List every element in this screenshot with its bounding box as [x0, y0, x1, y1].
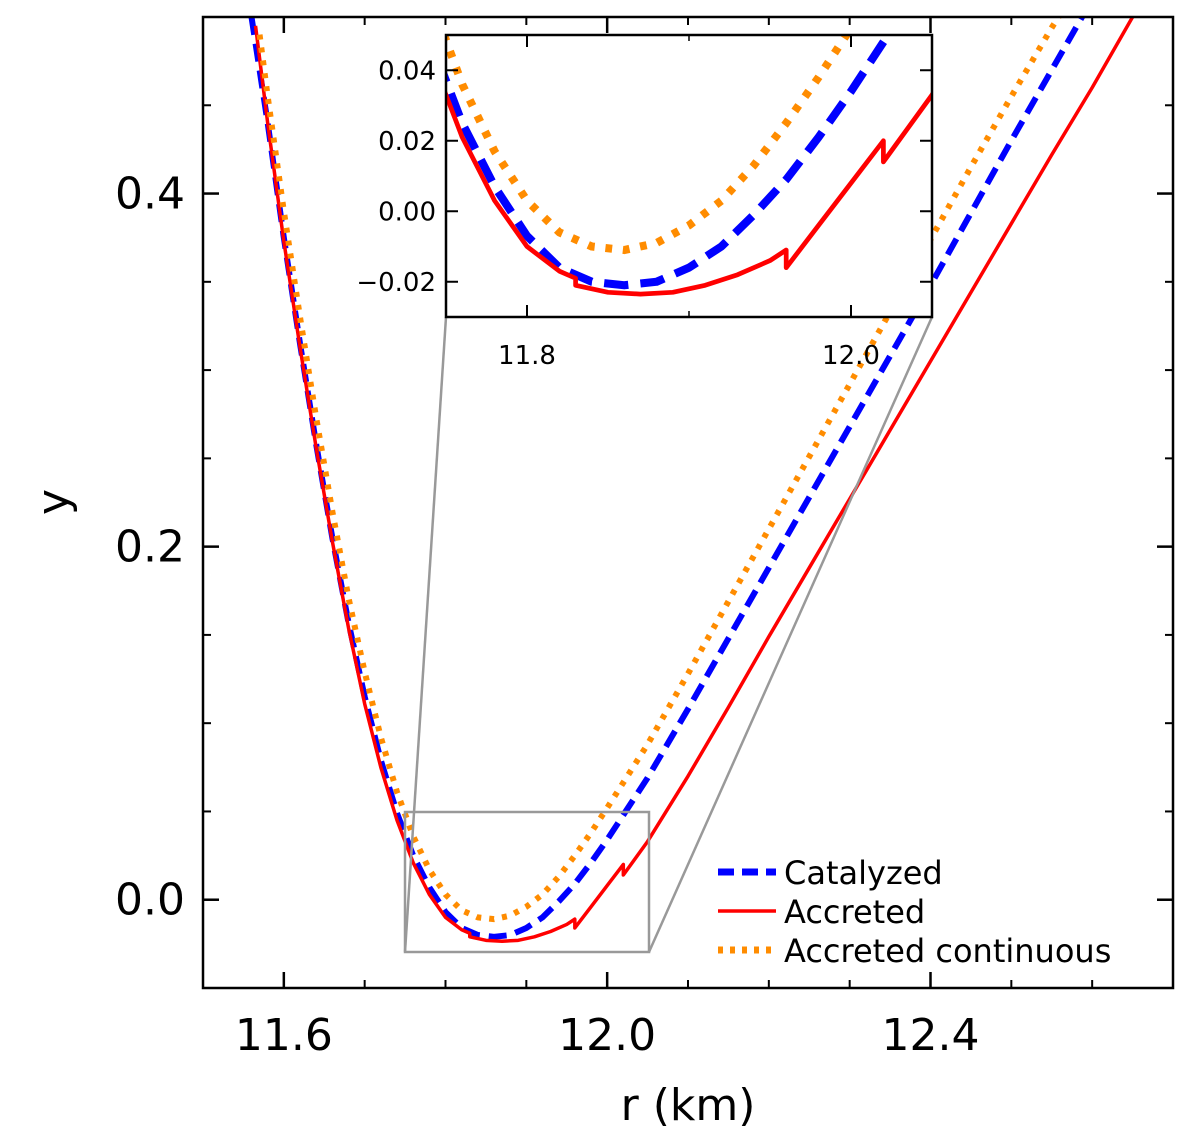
main-series-group	[248, 17, 1135, 943]
inset-y-tick-label: −0.02	[356, 268, 436, 298]
legend-label-accreted-continuous: Accreted continuous	[784, 932, 1111, 970]
y-tick-label: 0.0	[115, 875, 185, 926]
zoom-connector-right	[647, 316, 934, 953]
inset-x-tick-label: 11.8	[498, 341, 556, 371]
inset-series-accreted-continuous	[446, 35, 852, 255]
zoom-box	[403, 810, 651, 954]
y-tick-label: 0.2	[115, 522, 185, 573]
x-tick-label: 12.0	[558, 1010, 656, 1061]
y-axis-label: y	[28, 489, 79, 515]
inset-series-catalyzed	[446, 35, 893, 290]
x-tick-label: 11.6	[235, 1010, 333, 1061]
inset-y-tick-label: 0.02	[378, 127, 436, 157]
y-tick-label: 0.4	[115, 169, 185, 220]
inset-series-group	[446, 35, 932, 297]
main-tick-group: 11.6 12.0 12.4 0.0 0.2 0.4	[115, 17, 1173, 1061]
inset-y-tick-label: 0.00	[378, 197, 436, 227]
legend-label-catalyzed: Catalyzed	[784, 854, 943, 892]
inset-series-accreted	[446, 88, 932, 297]
inset-y-tick-label: 0.04	[378, 56, 436, 86]
x-tick-label: 12.4	[882, 1010, 980, 1061]
inset-x-tick-label: 12.0	[822, 341, 880, 371]
main-plot-frame	[201, 15, 1175, 990]
zoom-connector-left	[403, 316, 448, 953]
inset-frame	[444, 33, 934, 319]
main-series-accreted	[253, 17, 1135, 943]
x-axis-label: r (km)	[621, 1080, 756, 1131]
legend-label-accreted: Accreted	[784, 893, 925, 931]
inset-tick-group: 11.8 12.0 −0.02 0.00 0.02 0.04	[356, 35, 932, 371]
legend: Catalyzed Accreted Accreted continuous	[718, 854, 1111, 970]
